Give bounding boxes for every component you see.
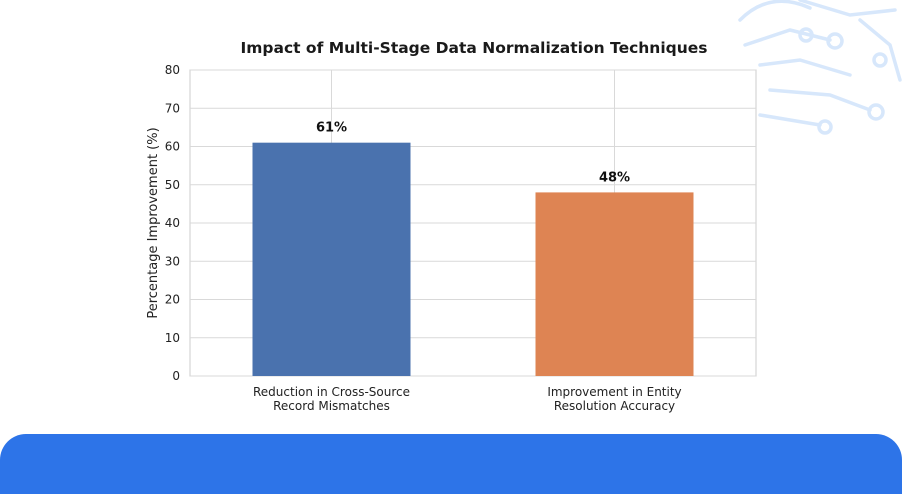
y-tick-label: 0	[172, 369, 180, 383]
y-tick-label: 80	[165, 63, 180, 77]
y-tick-label: 40	[165, 216, 180, 230]
data-label: 61%	[316, 121, 347, 136]
y-tick-label: 10	[165, 331, 180, 345]
footer-band	[0, 434, 902, 494]
y-axis-label: Percentage Improvement (%)	[146, 127, 161, 318]
bar-chart: Impact of Multi-Stage Data Normalization…	[146, 39, 757, 413]
y-tick-label: 70	[165, 101, 180, 115]
bar	[252, 142, 411, 376]
y-tick-label: 50	[165, 178, 180, 192]
y-tick-label: 60	[165, 140, 180, 154]
data-label: 48%	[599, 170, 630, 185]
y-tick-label: 20	[165, 293, 180, 307]
bar	[535, 192, 694, 376]
circuit-decoration	[738, 0, 902, 135]
x-tick-label: Improvement in Entity Resolution Accuracy	[547, 385, 681, 413]
x-tick-label: Reduction in Cross-Source Record Mismatch…	[253, 385, 410, 413]
y-tick-label: 30	[165, 254, 180, 268]
chart-title: Impact of Multi-Stage Data Normalization…	[240, 39, 707, 57]
